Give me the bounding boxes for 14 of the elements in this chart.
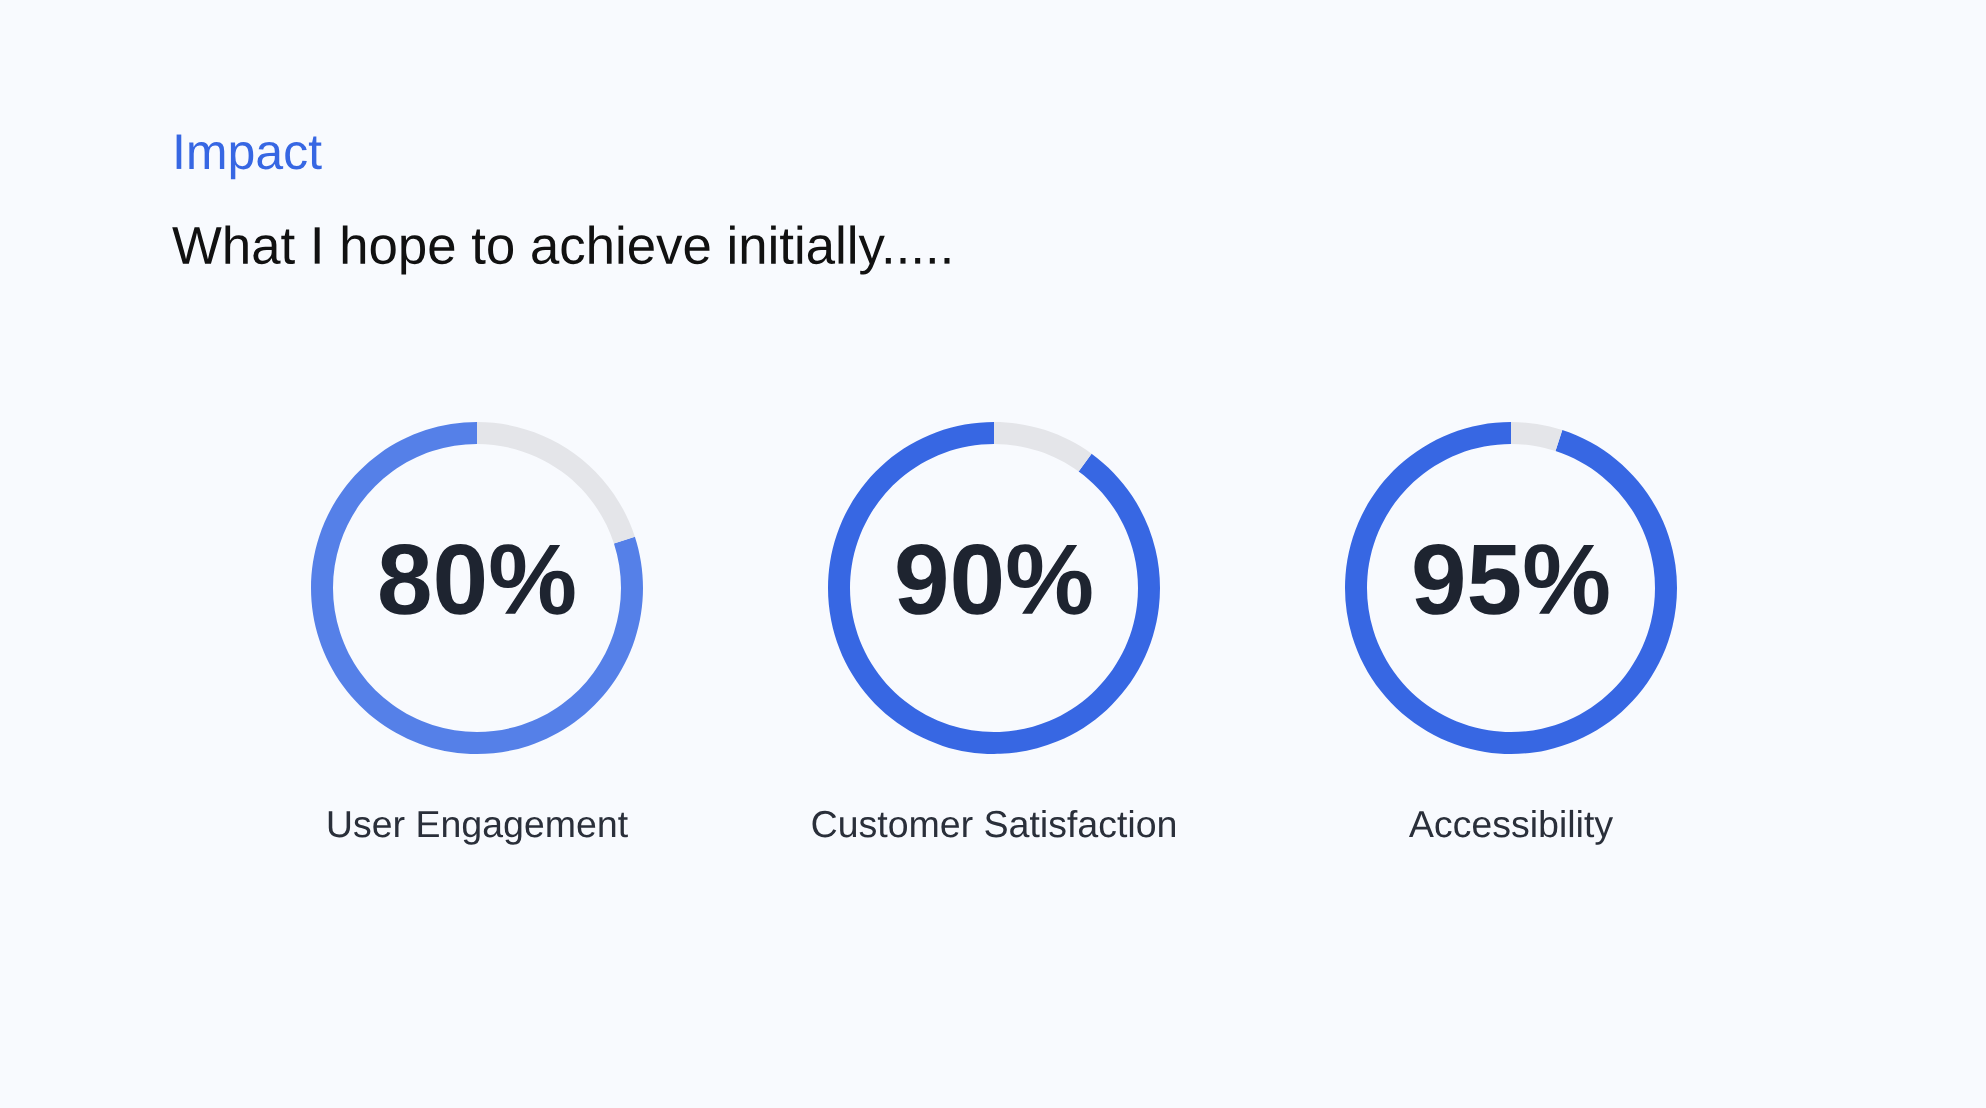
text: Impact <box>176 134 322 180</box>
text: Accessibility <box>1408 809 1614 845</box>
donut-slice <box>994 422 1092 472</box>
donut-slice <box>1345 422 1677 754</box>
data-label: 80% <box>380 544 575 615</box>
donut-slice <box>477 422 635 544</box>
text: Customer Satisfaction <box>812 809 1175 838</box>
text: User Engagement <box>328 811 628 845</box>
donut-slice <box>311 422 643 754</box>
data-label: 95% <box>1414 544 1609 615</box>
text: What I hope to achieve initially..... <box>172 225 950 275</box>
data-label: 90% <box>897 544 1092 615</box>
donut-slice <box>828 422 1160 754</box>
donut-slice <box>1511 422 1563 452</box>
